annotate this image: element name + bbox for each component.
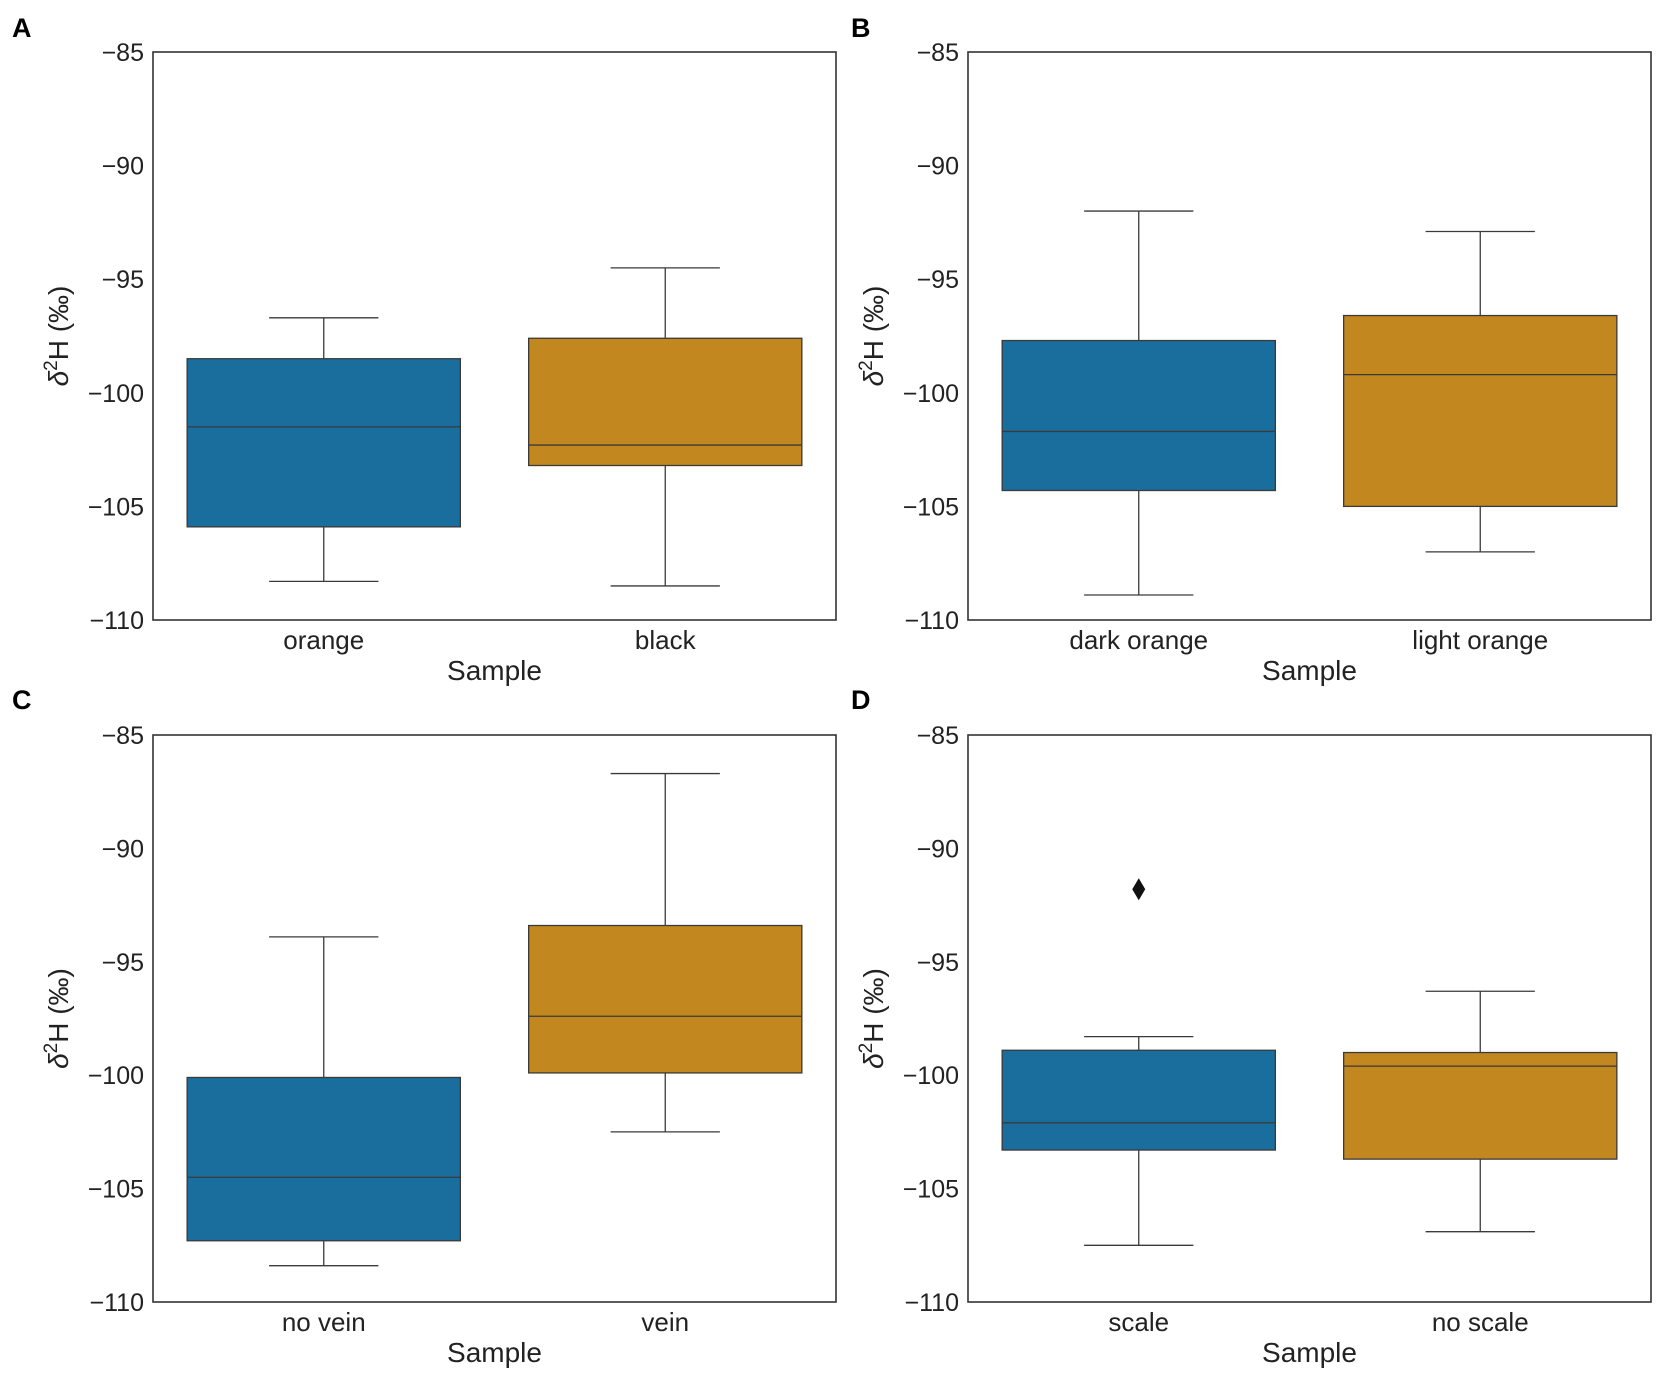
x-category-label: no vein: [282, 1307, 366, 1337]
y-tick-label: −95: [917, 266, 959, 294]
panel-letter: A: [12, 13, 32, 43]
x-axis-label: Sample: [1262, 1337, 1357, 1368]
box-body: [1343, 314, 1618, 508]
box-scale: [1001, 878, 1277, 1246]
y-tick-label: −105: [903, 1176, 959, 1204]
y-axis-label: δ2H (‰): [856, 968, 889, 1069]
y-tick-label: −95: [917, 949, 959, 977]
x-category-label: no scale: [1432, 1307, 1529, 1337]
y-tick-label: −95: [102, 266, 144, 294]
x-axis-label: Sample: [447, 655, 542, 686]
y-tick-label: −90: [102, 153, 144, 181]
y-axis-label: δ2H (‰): [41, 286, 74, 387]
panel-letter: B: [851, 13, 871, 43]
x-category-label: dark orange: [1069, 625, 1208, 655]
plot-area-frame: [967, 734, 1652, 1303]
y-tick-label: −90: [917, 835, 959, 863]
box-body: [1343, 1051, 1618, 1160]
box-body: [186, 1076, 462, 1242]
x-category-label: light orange: [1412, 625, 1548, 655]
box-dark-orange: [1001, 210, 1277, 596]
x-axis-label: Sample: [1262, 655, 1357, 686]
y-tick-label: −100: [88, 1062, 144, 1090]
y-tick-label: −95: [102, 949, 144, 977]
y-tick-label: −105: [88, 1176, 144, 1204]
panel-b: B −85 −90 −95 −100 −105 −110 dark orange light o…: [851, 13, 1652, 686]
y-tick-label: −85: [917, 722, 959, 750]
y-tick-label: −110: [905, 1289, 959, 1317]
box-body: [1001, 1049, 1277, 1151]
plot-area-frame: [152, 51, 837, 621]
box-body: [1001, 339, 1277, 492]
y-tick-label: −90: [102, 835, 144, 863]
box-body: [186, 358, 462, 528]
panel-a: A −85 −90 −95 −100 −105 −110 orange black Sample δ…: [12, 13, 837, 686]
box-light-orange: [1343, 230, 1618, 553]
y-tick-label: −100: [903, 1062, 959, 1090]
panel-letter: C: [12, 685, 32, 715]
panel-d: D −85 −90 −95 −100 −105 −110 scale no scale Sampl…: [851, 685, 1652, 1368]
y-tick-label: −100: [903, 380, 959, 408]
box-orange: [186, 317, 462, 583]
y-tick-label: −110: [90, 1289, 144, 1317]
x-category-label: black: [635, 625, 697, 655]
y-axis-label: δ2H (‰): [856, 286, 889, 387]
y-tick-label: −105: [88, 493, 144, 521]
y-tick-label: −90: [917, 153, 959, 181]
box-black: [528, 267, 803, 587]
box-body: [528, 924, 803, 1074]
panel-letter: D: [851, 685, 871, 715]
x-axis-label: Sample: [447, 1337, 542, 1368]
y-tick-label: −100: [88, 380, 144, 408]
panel-c: C −85 −90 −95 −100 −105 −110 no vein vein Sample δ…: [12, 685, 837, 1368]
x-category-label: orange: [283, 625, 364, 655]
outlier-point: [1132, 878, 1146, 901]
y-tick-label: −85: [102, 722, 144, 750]
y-tick-label: −110: [90, 607, 144, 635]
box-no-vein: [186, 936, 462, 1267]
box-body: [528, 337, 803, 467]
box-vein: [528, 772, 803, 1133]
y-tick-label: −105: [903, 493, 959, 521]
y-tick-label: −110: [905, 607, 959, 635]
x-category-label: vein: [641, 1307, 689, 1337]
box-no-scale: [1343, 990, 1618, 1233]
x-category-label: scale: [1108, 1307, 1169, 1337]
y-axis-label: δ2H (‰): [41, 968, 74, 1069]
y-tick-label: −85: [917, 39, 959, 67]
y-tick-label: −85: [102, 39, 144, 67]
